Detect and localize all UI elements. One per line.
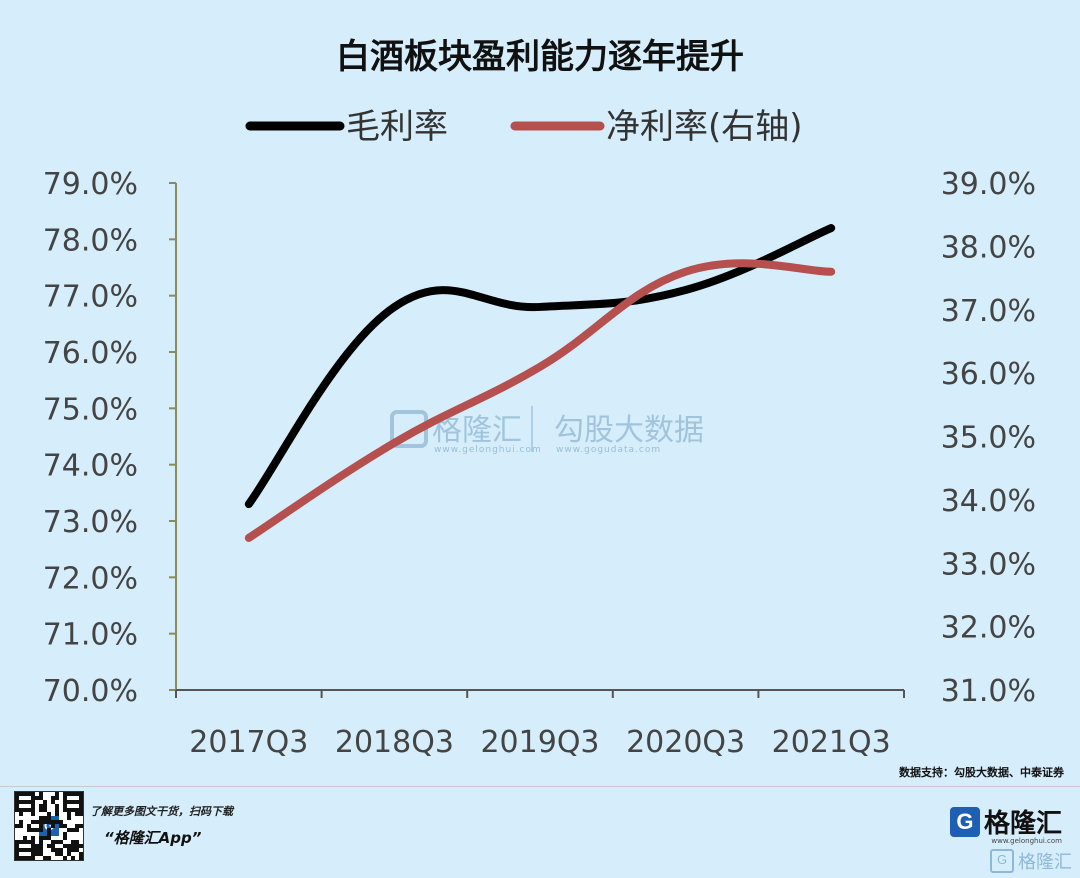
legend-label-gross-margin: 毛利率 (346, 107, 448, 147)
qr-module (79, 824, 83, 828)
qr-module (79, 844, 83, 848)
left-tick-label: 73.0% (43, 505, 138, 540)
brand-url: www.gelonghui.com (991, 837, 1062, 845)
right-tick-label: 33.0% (941, 547, 1036, 582)
right-tick-label: 35.0% (941, 421, 1036, 456)
qr-module (47, 856, 51, 860)
footer: G 了解更多图文干货，扫码下载 “格隆汇App” G 格隆汇 www.gelon… (0, 786, 1080, 878)
right-tick-label: 31.0% (941, 674, 1036, 709)
qr-module (31, 812, 35, 816)
left-tick-label: 72.0% (43, 561, 138, 596)
right-tick-label: 32.0% (941, 611, 1036, 646)
corner-logo-icon: G (990, 849, 1014, 873)
left-tick-label: 74.0% (43, 449, 138, 484)
left-tick-label: 75.0% (43, 392, 138, 427)
right-tick-label: 38.0% (941, 230, 1036, 265)
left-tick-label: 77.0% (43, 280, 138, 315)
left-tick-label: 78.0% (43, 223, 138, 258)
legend: 毛利率 净利率(右轴) (250, 107, 803, 147)
qr-module (79, 856, 83, 860)
qr-code[interactable]: G (14, 791, 84, 861)
legend-label-net-margin: 净利率(右轴) (606, 107, 803, 147)
qr-module (63, 836, 67, 840)
qr-module (63, 856, 67, 860)
footer-brand-logo: G 格隆汇 www.gelonghui.com (950, 803, 1062, 840)
qr-module (75, 828, 79, 832)
left-tick-label: 70.0% (43, 674, 138, 709)
chart: 白酒板块盈利能力逐年提升 毛利率 净利率(右轴) 格隆汇 www.gelongh… (0, 0, 1080, 786)
qr-module (31, 856, 35, 860)
x-tick-label: 2019Q3 (480, 725, 599, 760)
corner-watermark: G 格隆汇 (990, 848, 1072, 874)
qr-module (19, 824, 23, 828)
x-tick-label: 2018Q3 (335, 725, 454, 760)
watermark-brand-url: www.gelonghui.com (434, 445, 542, 455)
qr-module (55, 796, 59, 800)
corner-brand: 格隆汇 (1018, 848, 1072, 874)
qr-module (71, 856, 75, 860)
footer-download-hint: 了解更多图文干货，扫码下载 (90, 803, 233, 819)
series-lines (249, 228, 832, 538)
qr-module (55, 812, 59, 816)
qr-module (67, 816, 71, 820)
qr-module (51, 824, 55, 828)
qr-module (39, 828, 43, 832)
x-tick-label: 2021Q3 (772, 725, 891, 760)
right-tick-label: 34.0% (941, 484, 1036, 519)
axes: 79.0% 78.0% 77.0% 76.0% 75.0% 74.0% 73.0% 72.0%… (43, 167, 1036, 760)
watermark-partner: 勾股大数据 (554, 413, 704, 448)
brand-name: 格隆汇 (984, 803, 1062, 840)
qr-module (19, 812, 23, 816)
right-tick-label: 37.0% (941, 294, 1036, 329)
x-tick-label: 2020Q3 (626, 725, 745, 760)
qr-module (79, 812, 83, 816)
brand-logo-icon: G (950, 807, 980, 837)
left-tick-label: 79.0% (43, 167, 138, 202)
x-tick-label: 2017Q3 (189, 725, 308, 760)
watermark: 格隆汇 www.gelonghui.com 勾股大数据 www.gogudata… (392, 406, 704, 455)
source-note: 数据支持：勾股大数据、中泰证券 (899, 765, 1065, 779)
left-tick-label: 76.0% (43, 336, 138, 371)
chart-title: 白酒板块盈利能力逐年提升 (336, 37, 744, 77)
right-tick-label: 39.0% (941, 167, 1036, 202)
right-tick-label: 36.0% (941, 357, 1036, 392)
watermark-partner-url: www.gogudata.com (556, 445, 661, 455)
footer-app-name: “格隆汇App” (104, 827, 201, 848)
left-tick-label: 71.0% (43, 618, 138, 653)
